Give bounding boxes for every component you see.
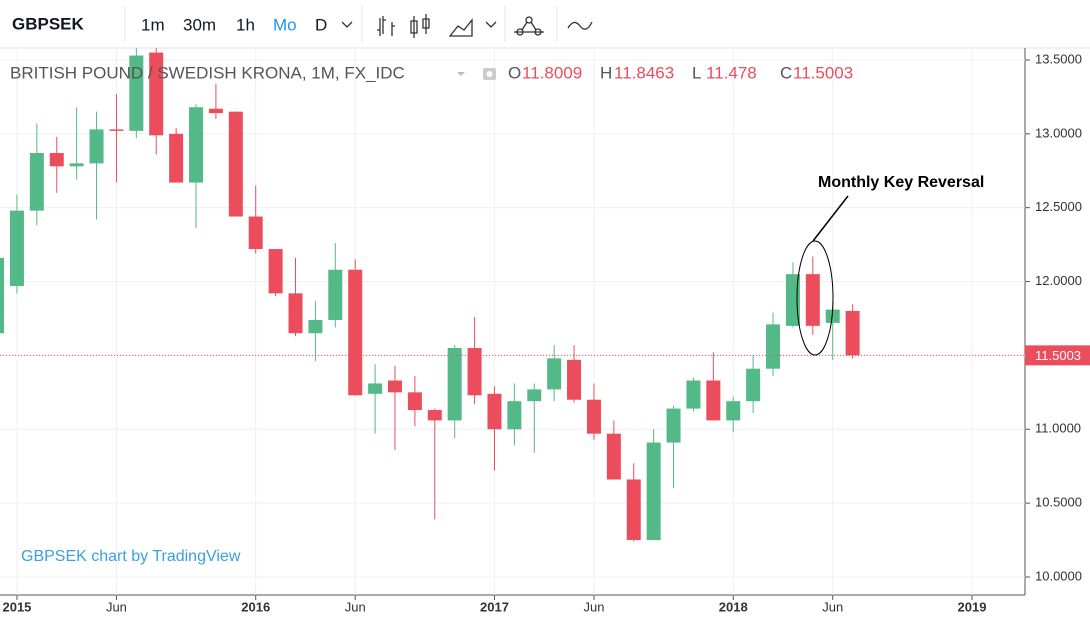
candle-body <box>766 324 781 369</box>
x-tick-label: 2019 <box>958 599 987 614</box>
y-tick-label: 12.0000 <box>1035 273 1082 288</box>
candle-body <box>547 358 562 390</box>
y-tick-label: 10.5000 <box>1035 495 1082 510</box>
candle-body <box>109 129 124 131</box>
candle-body <box>527 389 542 402</box>
annotation-arrow <box>812 195 849 242</box>
toolbar <box>0 0 1090 48</box>
ohlc-value: 11.478 <box>706 63 757 82</box>
candle-body <box>89 129 104 164</box>
x-tick-label: Jun <box>583 599 604 614</box>
candle-body <box>447 348 462 421</box>
interval[interactable]: D <box>315 15 327 34</box>
candle-body <box>228 111 243 217</box>
candle-body <box>368 383 383 394</box>
candle-body <box>646 442 661 541</box>
candle-body <box>268 249 283 294</box>
y-tick-label: 11.0000 <box>1035 421 1081 436</box>
candle-body <box>606 433 621 480</box>
candle-body <box>129 55 144 131</box>
candle-body <box>567 359 582 400</box>
annotation: Monthly Key Reversal <box>818 174 984 191</box>
candle-body <box>785 274 800 326</box>
candle-body <box>387 380 402 393</box>
y-tick-label: 13.0000 <box>1035 125 1082 140</box>
interval[interactable]: 1m <box>141 15 165 34</box>
candle-body <box>805 274 820 326</box>
candle-body <box>825 309 840 323</box>
ohlc-key: O <box>508 63 521 82</box>
bar-style-icon[interactable] <box>377 14 497 38</box>
candle-body <box>746 368 761 402</box>
x-tick-label: 2016 <box>241 599 270 614</box>
interval[interactable]: 1h <box>236 15 255 34</box>
candle-body <box>208 108 223 114</box>
x-tick-label: 2018 <box>719 599 748 614</box>
x-tick-label: Jun <box>345 599 366 614</box>
candle-body <box>407 392 422 411</box>
candle-body <box>9 210 24 286</box>
candle-body <box>29 153 44 211</box>
title-dropdown[interactable] <box>457 72 465 76</box>
x-tick-label: Jun <box>822 599 843 614</box>
ohlc-value: 11.8009 <box>522 63 582 82</box>
candle-body <box>189 107 204 183</box>
candle-body <box>487 393 502 430</box>
candle-body <box>726 401 741 421</box>
ohlc-key: L <box>692 63 701 82</box>
ohlc-value: 11.8463 <box>614 63 674 82</box>
plot-area <box>0 48 1025 542</box>
price-label-bg <box>1025 345 1090 366</box>
candle-body <box>149 52 164 136</box>
dropdown-icon[interactable] <box>341 21 353 28</box>
eye-icon-pupil <box>486 71 493 77</box>
chart-title: BRITISH POUND / SWEDISH KRONA, 1M, FX_ID… <box>10 63 405 82</box>
candle-body <box>507 401 522 430</box>
ohlc-value: 11.5003 <box>793 63 853 82</box>
candle-body <box>169 133 184 183</box>
ohlc-key: C <box>780 63 792 82</box>
y-tick-label: 12.5000 <box>1035 199 1082 214</box>
candle-body <box>845 310 860 356</box>
candle-body <box>248 216 263 250</box>
candle-body <box>0 257 5 334</box>
candle-body <box>328 269 343 320</box>
y-tick-label: 10.0000 <box>1035 568 1082 583</box>
x-tick-label: 2015 <box>2 599 31 614</box>
ohlc-key: H <box>600 63 612 82</box>
candle-body <box>427 410 442 421</box>
annotation-ellipse <box>796 240 834 356</box>
candle-body <box>288 293 303 334</box>
interval-active[interactable]: Mo <box>273 15 297 34</box>
symbol[interactable]: GBPSEK <box>12 14 85 33</box>
candle-body <box>49 153 64 167</box>
candle-body <box>348 269 363 396</box>
candle-body <box>586 399 601 434</box>
candle-body <box>308 319 323 334</box>
ohlc-legend: O 11.8009 H 11.8463 L 11.478 C 11.5003 <box>508 63 853 82</box>
candle-body <box>706 380 721 421</box>
indicators-icon[interactable] <box>514 16 544 36</box>
x-tick-label: Jun <box>106 599 127 614</box>
candle-body <box>467 348 482 396</box>
y-tick-label: 13.5000 <box>1035 51 1082 66</box>
candle-body <box>666 408 681 443</box>
price-label: 11.5003 <box>1035 348 1081 363</box>
compare-icon[interactable] <box>567 21 593 30</box>
candle-body <box>686 380 701 409</box>
candle-body <box>626 479 641 541</box>
interval[interactable]: 30m <box>183 15 216 34</box>
x-tick-label: 2017 <box>480 599 509 614</box>
watermark: GBPSEK chart by TradingView <box>21 548 241 565</box>
candle-body <box>69 163 84 167</box>
